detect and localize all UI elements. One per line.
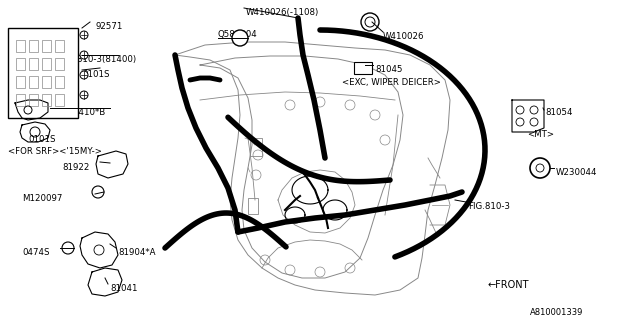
Bar bbox=[250, 138, 262, 156]
Text: 81054: 81054 bbox=[545, 108, 573, 117]
Circle shape bbox=[530, 158, 550, 178]
Bar bbox=[354, 62, 372, 74]
Text: 81041: 81041 bbox=[110, 284, 138, 293]
Text: W410026: W410026 bbox=[383, 32, 424, 41]
Text: <EXC, WIPER DEICER>: <EXC, WIPER DEICER> bbox=[342, 78, 441, 87]
Bar bbox=[42, 94, 51, 106]
Text: 81045: 81045 bbox=[375, 65, 403, 74]
Text: 0474S: 0474S bbox=[22, 248, 49, 257]
Bar bbox=[42, 76, 51, 88]
Bar bbox=[55, 58, 64, 70]
Text: Q580004: Q580004 bbox=[218, 30, 258, 39]
Text: W230044: W230044 bbox=[556, 168, 598, 177]
Bar bbox=[55, 40, 64, 52]
Text: M120097: M120097 bbox=[22, 194, 62, 203]
Text: 0101S: 0101S bbox=[28, 135, 56, 144]
Bar bbox=[42, 40, 51, 52]
Bar bbox=[42, 58, 51, 70]
Bar bbox=[29, 94, 38, 106]
Bar bbox=[16, 76, 25, 88]
Text: A810001339: A810001339 bbox=[530, 308, 584, 317]
Bar bbox=[16, 94, 25, 106]
Circle shape bbox=[361, 13, 379, 31]
Text: FIG.810-3: FIG.810-3 bbox=[468, 202, 510, 211]
Circle shape bbox=[80, 91, 88, 99]
Text: ←FRONT: ←FRONT bbox=[488, 280, 529, 290]
Text: <FOR SRF><'15MY->: <FOR SRF><'15MY-> bbox=[8, 147, 102, 156]
Circle shape bbox=[62, 242, 74, 254]
Text: FIG.810-3(81400): FIG.810-3(81400) bbox=[60, 55, 136, 64]
Bar bbox=[55, 76, 64, 88]
Text: 81904*A: 81904*A bbox=[118, 248, 156, 257]
Text: <MT>: <MT> bbox=[527, 130, 554, 139]
Bar bbox=[8, 28, 78, 118]
Circle shape bbox=[80, 31, 88, 39]
Circle shape bbox=[92, 186, 104, 198]
Bar bbox=[248, 198, 258, 214]
Bar bbox=[29, 58, 38, 70]
Circle shape bbox=[232, 30, 248, 46]
Circle shape bbox=[80, 71, 88, 79]
Circle shape bbox=[80, 51, 88, 59]
Bar bbox=[29, 76, 38, 88]
Bar bbox=[16, 40, 25, 52]
Text: W410026(-1108): W410026(-1108) bbox=[246, 8, 319, 17]
Text: 92571: 92571 bbox=[95, 22, 122, 31]
Bar bbox=[16, 58, 25, 70]
Bar bbox=[55, 94, 64, 106]
Text: 81922: 81922 bbox=[62, 163, 90, 172]
Text: 0101S: 0101S bbox=[82, 70, 109, 79]
Text: 810410*B: 810410*B bbox=[62, 108, 105, 117]
Bar bbox=[29, 40, 38, 52]
